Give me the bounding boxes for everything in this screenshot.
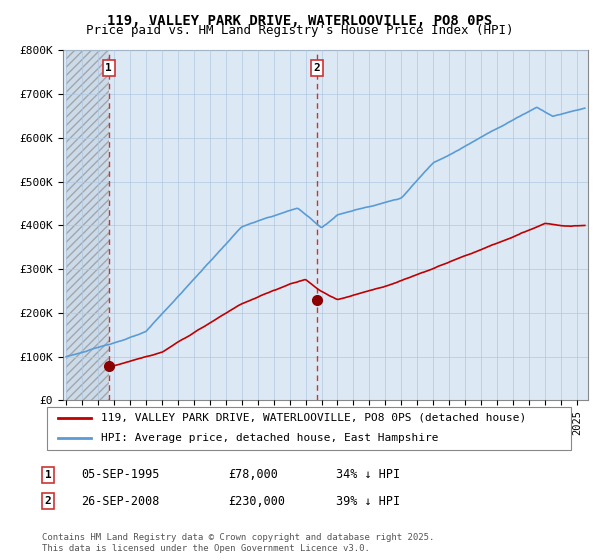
Text: 1: 1 — [106, 63, 112, 73]
Text: Contains HM Land Registry data © Crown copyright and database right 2025.
This d: Contains HM Land Registry data © Crown c… — [42, 533, 434, 553]
Text: HPI: Average price, detached house, East Hampshire: HPI: Average price, detached house, East… — [101, 433, 439, 443]
Text: 2: 2 — [314, 63, 320, 73]
Text: Price paid vs. HM Land Registry's House Price Index (HPI): Price paid vs. HM Land Registry's House … — [86, 24, 514, 37]
FancyBboxPatch shape — [47, 407, 571, 450]
Text: £78,000: £78,000 — [228, 468, 278, 482]
Text: 05-SEP-1995: 05-SEP-1995 — [81, 468, 160, 482]
Text: 26-SEP-2008: 26-SEP-2008 — [81, 494, 160, 508]
Text: 119, VALLEY PARK DRIVE, WATERLOOVILLE, PO8 0PS: 119, VALLEY PARK DRIVE, WATERLOOVILLE, P… — [107, 14, 493, 28]
Text: 2: 2 — [44, 496, 52, 506]
Text: 34% ↓ HPI: 34% ↓ HPI — [336, 468, 400, 482]
Text: £230,000: £230,000 — [228, 494, 285, 508]
Text: 39% ↓ HPI: 39% ↓ HPI — [336, 494, 400, 508]
Text: 119, VALLEY PARK DRIVE, WATERLOOVILLE, PO8 0PS (detached house): 119, VALLEY PARK DRIVE, WATERLOOVILLE, P… — [101, 413, 527, 423]
Text: 1: 1 — [44, 470, 52, 480]
